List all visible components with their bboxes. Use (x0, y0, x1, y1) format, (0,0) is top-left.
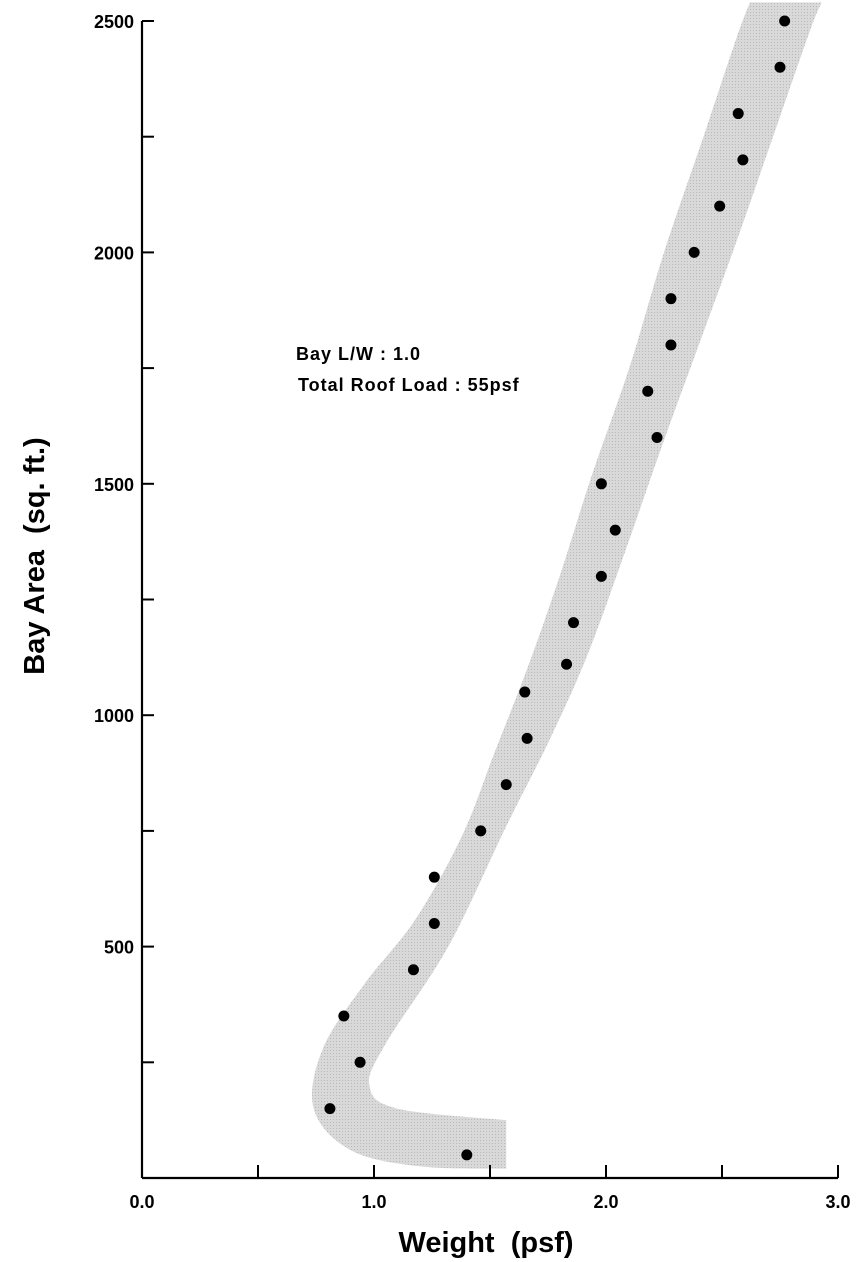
data-point (642, 385, 654, 397)
x-tick-label: 2.0 (593, 1192, 618, 1212)
x-tick-label: 1.0 (361, 1192, 386, 1212)
data-point (595, 478, 607, 490)
ticks: 0.0 1.0 2.0 3.0 500 1000 1500 2000 2500 (94, 12, 851, 1212)
data-point (407, 964, 419, 976)
data-point (665, 293, 677, 305)
shaded-band-layer (311, 2, 822, 1169)
data-point (774, 61, 786, 73)
annotation-roof-load: Total Roof Load : 55psf (298, 375, 520, 395)
y-tick-label: 1500 (94, 475, 134, 495)
x-tick-label: 0.0 (129, 1192, 154, 1212)
x-axis-title: Weight (psf) (398, 1227, 573, 1259)
y-axis-title: Bay Area (sq. ft.) (19, 437, 51, 674)
data-point (354, 1056, 366, 1068)
labels: Bay L/W : 1.0 Total Roof Load : 55psf We… (19, 344, 574, 1259)
y-tick-label: 2500 (94, 12, 134, 32)
data-point (500, 779, 512, 791)
data-point (519, 686, 531, 698)
data-point (714, 200, 726, 212)
annotation-bay-lw: Bay L/W : 1.0 (296, 344, 421, 364)
data-point (428, 871, 440, 883)
data-point (595, 570, 607, 582)
data-point (568, 617, 580, 629)
data-point (737, 154, 749, 166)
data-point (461, 1149, 473, 1161)
data-point (338, 1010, 350, 1022)
data-point (665, 339, 677, 351)
data-point (324, 1103, 336, 1115)
x-tick-label: 3.0 (825, 1192, 850, 1212)
y-tick-label: 500 (104, 938, 134, 958)
data-point (651, 432, 663, 444)
shaded-band (311, 2, 822, 1169)
y-tick-label: 1000 (94, 706, 134, 726)
data-point (521, 732, 533, 744)
data-point (688, 246, 700, 258)
data-point (779, 15, 791, 27)
data-points (324, 15, 791, 1161)
data-point (561, 658, 573, 670)
data-point (609, 524, 621, 536)
data-point (732, 108, 744, 120)
data-point (475, 825, 487, 837)
y-tick-label: 2000 (94, 243, 134, 263)
data-point (428, 917, 440, 929)
